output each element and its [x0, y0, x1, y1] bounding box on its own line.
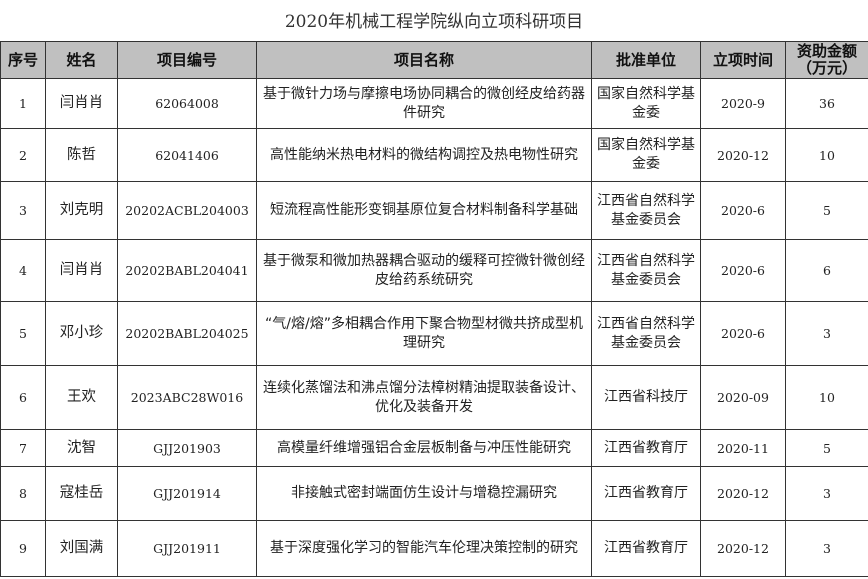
- document-title: 2020年机械工程学院纵向立项科研项目: [284, 12, 584, 32]
- cell-amount: 5: [785, 429, 868, 467]
- cell-project: 非接触式密封端面仿生设计与增稳控漏研究: [256, 466, 592, 521]
- cell-name: 刘克明: [45, 181, 118, 240]
- cell-date: 2020-12: [700, 466, 786, 521]
- cell-date: 2020-09: [700, 365, 786, 430]
- cell-name: 闫肖肖: [45, 239, 118, 302]
- cell-code: 20202BABL204041: [117, 239, 257, 302]
- cell-date: 2020-6: [700, 181, 786, 240]
- cell-name: 寇桂岳: [45, 466, 118, 521]
- cell-name: 闫肖肖: [45, 78, 118, 129]
- cell-code: 62041406: [117, 128, 257, 182]
- header-no: 序号: [0, 41, 46, 79]
- cell-date: 2020-11: [700, 429, 786, 467]
- cell-agency: 江西省教育厅: [591, 429, 701, 467]
- cell-amount: 6: [785, 239, 868, 302]
- cell-no: 6: [0, 365, 46, 430]
- cell-agency: 国家自然科学基金委: [591, 78, 701, 129]
- cell-no: 9: [0, 520, 46, 577]
- cell-name: 刘国满: [45, 520, 118, 577]
- cell-date: 2020-6: [700, 239, 786, 302]
- cell-date: 2020-9: [700, 78, 786, 129]
- cell-no: 2: [0, 128, 46, 182]
- cell-amount: 3: [785, 466, 868, 521]
- cell-amount: 3: [785, 520, 868, 577]
- cell-amount: 36: [785, 78, 868, 129]
- projects-table: 序号 姓名 项目编号 项目名称 批准单位 立项时间 资助金额（万元） 1 闫肖肖 6…: [0, 41, 868, 577]
- cell-no: 7: [0, 429, 46, 467]
- header-code: 项目编号: [117, 41, 257, 79]
- cell-project: 基于微针力场与摩擦电场协同耦合的微创经皮给药器件研究: [256, 78, 592, 129]
- cell-code: 2023ABC28W016: [117, 365, 257, 430]
- cell-agency: 江西省教育厅: [591, 466, 701, 521]
- header-project: 项目名称: [256, 41, 592, 79]
- cell-agency: 江西省自然科学基金委员会: [591, 239, 701, 302]
- cell-code: 20202ACBL204003: [117, 181, 257, 240]
- table-row: 5 邓小珍 20202BABL204025 “气/熔/熔”多相耦合作用下聚合物型材微共…: [0, 301, 868, 366]
- table-row: 4 闫肖肖 20202BABL204041 基于微泵和微加热器耦合驱动的缓释可控微针微…: [0, 239, 868, 302]
- cell-code: 62064008: [117, 78, 257, 129]
- table-row: 3 刘克明 20202ACBL204003 短流程高性能形变铜基原位复合材料制备科学基…: [0, 181, 868, 240]
- cell-no: 5: [0, 301, 46, 366]
- header-agency: 批准单位: [591, 41, 701, 79]
- table-row: 1 闫肖肖 62064008 基于微针力场与摩擦电场协同耦合的微创经皮给药器件研究 国家…: [0, 78, 868, 129]
- table-row: 8 寇桂岳 GJJ201914 非接触式密封端面仿生设计与增稳控漏研究 江西省教育厅 20…: [0, 466, 868, 521]
- cell-project: 基于深度强化学习的智能汽车伦理决策控制的研究: [256, 520, 592, 577]
- cell-code: 20202BABL204025: [117, 301, 257, 366]
- cell-project: 短流程高性能形变铜基原位复合材料制备科学基础: [256, 181, 592, 240]
- cell-code: GJJ201911: [117, 520, 257, 577]
- cell-no: 8: [0, 466, 46, 521]
- cell-project: 基于微泵和微加热器耦合驱动的缓释可控微针微创经皮给药系统研究: [256, 239, 592, 302]
- cell-name: 沈智: [45, 429, 118, 467]
- table-row: 7 沈智 GJJ201903 高模量纤维增强铝合金层板制备与冲压性能研究 江西省教育厅 2…: [0, 429, 868, 467]
- header-date: 立项时间: [700, 41, 786, 79]
- cell-project: 高性能纳米热电材料的微结构调控及热电物性研究: [256, 128, 592, 182]
- cell-date: 2020-12: [700, 520, 786, 577]
- cell-agency: 江西省自然科学基金委员会: [591, 181, 701, 240]
- cell-no: 4: [0, 239, 46, 302]
- cell-amount: 10: [785, 365, 868, 430]
- cell-project: 连续化蒸馏法和沸点馏分法樟树精油提取装备设计、优化及装备开发: [256, 365, 592, 430]
- cell-no: 1: [0, 78, 46, 129]
- cell-amount: 3: [785, 301, 868, 366]
- header-name: 姓名: [45, 41, 118, 79]
- cell-agency: 国家自然科学基金委: [591, 128, 701, 182]
- cell-code: GJJ201903: [117, 429, 257, 467]
- cell-name: 王欢: [45, 365, 118, 430]
- cell-agency: 江西省自然科学基金委员会: [591, 301, 701, 366]
- table-row: 2 陈哲 62041406 高性能纳米热电材料的微结构调控及热电物性研究 国家自然科学基…: [0, 128, 868, 182]
- cell-no: 3: [0, 181, 46, 240]
- table-row: 6 王欢 2023ABC28W016 连续化蒸馏法和沸点馏分法樟树精油提取装备设计、优…: [0, 365, 868, 430]
- cell-agency: 江西省科技厅: [591, 365, 701, 430]
- cell-name: 陈哲: [45, 128, 118, 182]
- header-amount: 资助金额（万元）: [785, 41, 868, 79]
- table-row: 9 刘国满 GJJ201911 基于深度强化学习的智能汽车伦理决策控制的研究 江西省教育…: [0, 520, 868, 577]
- cell-amount: 10: [785, 128, 868, 182]
- cell-amount: 5: [785, 181, 868, 240]
- cell-date: 2020-6: [700, 301, 786, 366]
- cell-name: 邓小珍: [45, 301, 118, 366]
- cell-project: 高模量纤维增强铝合金层板制备与冲压性能研究: [256, 429, 592, 467]
- cell-date: 2020-12: [700, 128, 786, 182]
- header-row: 序号 姓名 项目编号 项目名称 批准单位 立项时间 资助金额（万元）: [0, 41, 868, 79]
- cell-project: “气/熔/熔”多相耦合作用下聚合物型材微共挤成型机理研究: [256, 301, 592, 366]
- cell-code: GJJ201914: [117, 466, 257, 521]
- cell-agency: 江西省教育厅: [591, 520, 701, 577]
